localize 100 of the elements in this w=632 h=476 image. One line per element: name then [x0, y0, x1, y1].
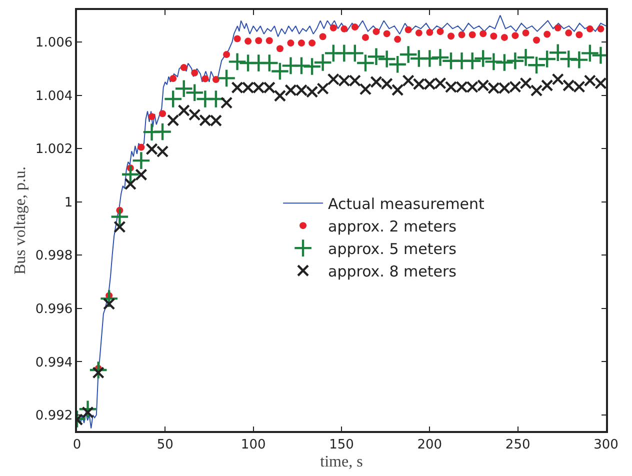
point	[448, 32, 454, 40]
point	[313, 52, 332, 72]
point	[102, 298, 116, 310]
point	[484, 52, 504, 72]
point	[533, 36, 540, 44]
point	[522, 29, 530, 36]
point	[494, 52, 514, 72]
point	[436, 28, 444, 36]
point	[420, 48, 440, 68]
point	[206, 90, 226, 108]
point	[490, 32, 498, 40]
point	[308, 40, 316, 47]
legend-label: Actual measurement	[328, 194, 485, 213]
point	[180, 64, 188, 72]
point	[124, 178, 137, 190]
point	[212, 76, 220, 84]
y-tick-label: 1.002	[35, 142, 73, 158]
point	[351, 24, 358, 31]
point	[576, 31, 583, 38]
y-tick-label: 0.994	[35, 355, 73, 370]
y-tick-label: 0.992	[35, 408, 73, 424]
point	[167, 114, 180, 126]
point	[92, 366, 104, 379]
point	[255, 37, 262, 44]
point	[287, 40, 294, 47]
legend-label: approx. 8 meters	[328, 262, 457, 280]
point	[530, 84, 543, 97]
point	[554, 24, 562, 32]
point	[474, 48, 493, 68]
y-tick-label: 1.006	[35, 36, 73, 51]
point	[391, 84, 404, 96]
x-tick-label: 250	[505, 437, 530, 452]
point	[468, 31, 476, 38]
legend-label: approx. 5 meters	[328, 240, 457, 258]
legend-label: approx. 2 meters	[328, 217, 457, 236]
point	[426, 28, 434, 36]
point	[512, 32, 519, 40]
point	[100, 289, 119, 308]
x-tick-label: 100	[240, 437, 266, 452]
point	[586, 25, 594, 32]
point	[398, 45, 418, 64]
point	[552, 73, 564, 86]
point	[330, 24, 337, 32]
point	[580, 44, 600, 63]
x-tick-label: 0	[72, 437, 82, 452]
point	[120, 164, 140, 184]
point	[362, 34, 369, 41]
point	[359, 83, 372, 96]
y-axis-title: Bus voltage, p.u.	[12, 166, 29, 274]
point	[340, 25, 348, 32]
point	[541, 79, 554, 92]
point	[366, 47, 386, 66]
point	[148, 113, 156, 120]
point	[480, 30, 487, 38]
point	[462, 51, 482, 70]
y-tick-label: 1	[64, 195, 73, 210]
line-series	[77, 14, 606, 429]
point	[114, 220, 126, 233]
point	[88, 360, 108, 380]
point	[132, 151, 151, 170]
point	[164, 90, 183, 108]
point	[178, 104, 190, 117]
point	[159, 110, 166, 118]
point	[223, 51, 230, 58]
point	[228, 52, 247, 72]
point	[244, 38, 252, 45]
y-tick-label: 0.998	[35, 248, 73, 264]
point	[302, 56, 322, 76]
point	[372, 28, 380, 36]
point	[319, 33, 326, 40]
x-tick-label: 150	[329, 437, 354, 452]
point	[565, 29, 572, 36]
x-axis-title: time, s	[320, 454, 363, 471]
point	[191, 69, 198, 76]
point	[458, 31, 466, 38]
x-tick-label: 50	[156, 437, 174, 452]
point	[202, 75, 209, 82]
point	[430, 48, 450, 67]
point	[266, 37, 273, 44]
point	[153, 122, 172, 142]
point	[170, 74, 177, 82]
point	[174, 79, 194, 98]
point	[394, 36, 402, 43]
point	[544, 30, 551, 38]
point	[415, 29, 422, 36]
point	[298, 40, 305, 47]
point	[82, 406, 94, 418]
y-tick-label: 0.996	[35, 302, 73, 317]
point	[138, 144, 145, 151]
y-tick-label: 1.004	[35, 88, 73, 104]
point	[217, 68, 236, 88]
point	[274, 90, 286, 102]
point	[292, 56, 311, 76]
point	[404, 26, 412, 34]
x-tick-label: 200	[417, 437, 442, 452]
point	[276, 45, 284, 52]
point	[135, 168, 148, 181]
point	[188, 108, 201, 121]
point	[383, 30, 390, 38]
point	[500, 34, 508, 41]
